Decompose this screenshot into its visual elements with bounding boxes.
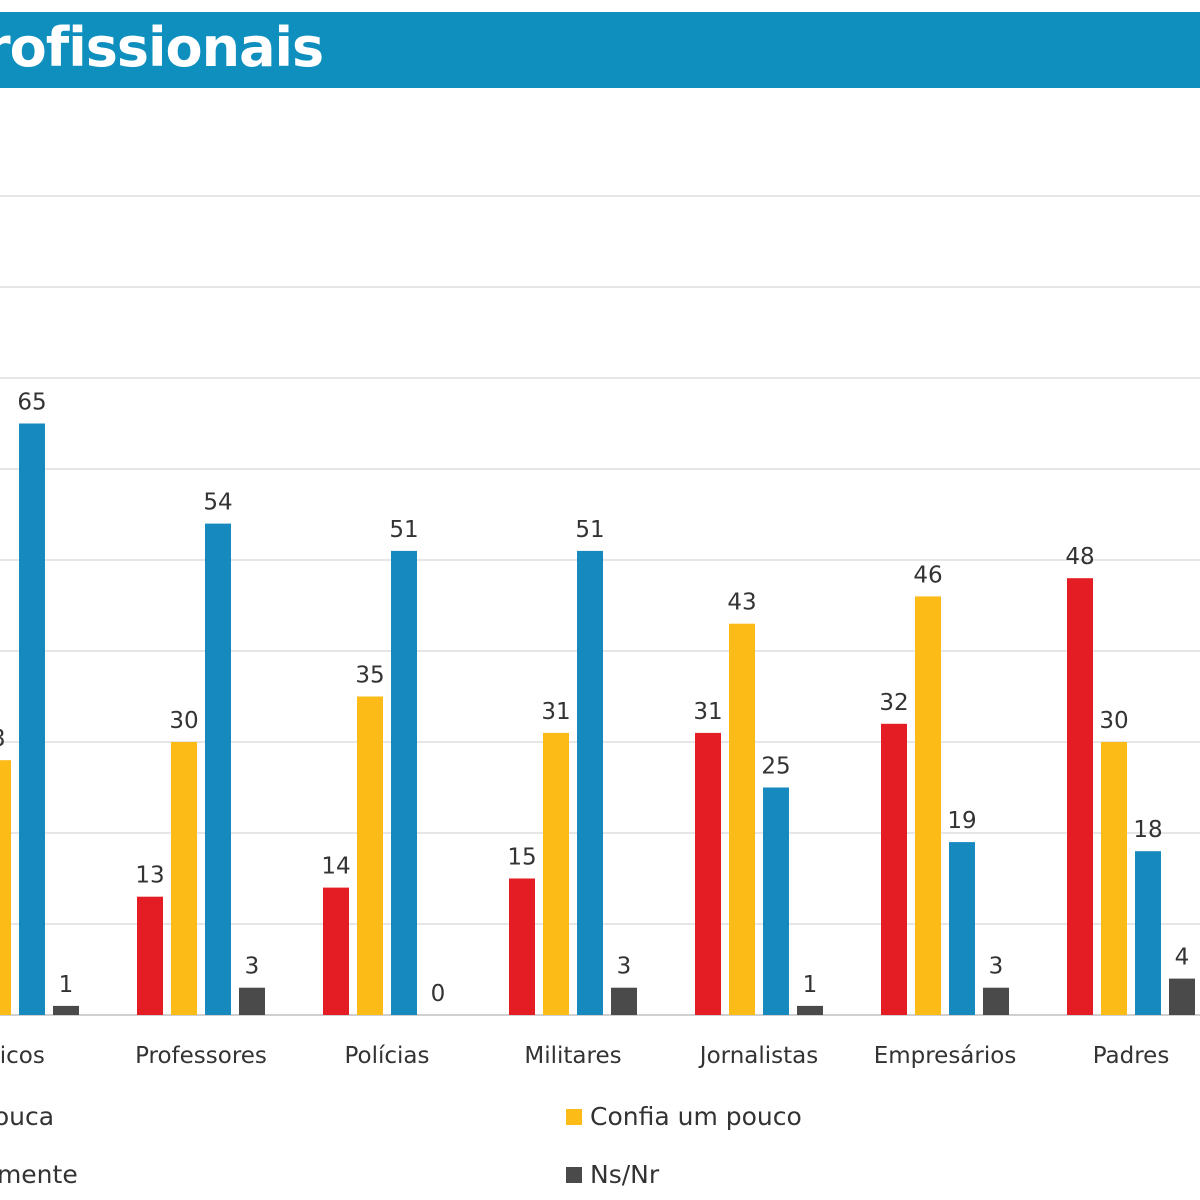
data-label: 13 <box>135 863 164 889</box>
legend-label: Ns/Nr <box>590 1160 660 1189</box>
category-labels: dicos Professores Polícias Militares Jornali… <box>0 1043 1169 1069</box>
bar <box>205 523 231 1015</box>
data-label: 14 <box>321 854 350 880</box>
bar <box>137 896 163 1015</box>
data-label: 65 <box>17 390 46 416</box>
bar <box>1101 742 1127 1015</box>
bar <box>391 550 417 1015</box>
data-label: 19 <box>947 808 976 834</box>
bar <box>323 887 349 1015</box>
category-label: Empresários <box>874 1043 1017 1069</box>
bar <box>1067 578 1093 1015</box>
data-label: 35 <box>355 663 384 689</box>
bar <box>729 623 755 1015</box>
legend-swatch <box>566 1167 582 1183</box>
data-label: 48 <box>1065 544 1094 570</box>
bar <box>171 742 197 1015</box>
data-label: 18 <box>1133 817 1162 843</box>
legend-label: lmente <box>0 1160 78 1189</box>
legend-swatch <box>566 1109 582 1125</box>
category-label: Padres <box>1093 1043 1170 1069</box>
data-label: 32 <box>879 690 908 716</box>
bar <box>797 1005 823 1015</box>
data-label: 31 <box>541 699 570 725</box>
data-label: 1 <box>803 972 818 998</box>
data-label: 51 <box>575 517 604 543</box>
category-label: Jornalistas <box>698 1043 818 1069</box>
bars <box>0 423 1195 1015</box>
category-label: dicos <box>0 1043 45 1069</box>
category-label: Polícias <box>344 1043 429 1069</box>
data-label: 0 <box>431 981 446 1007</box>
bar <box>763 787 789 1015</box>
legend-label: Confia um pouco <box>590 1102 802 1131</box>
data-label: 1 <box>59 972 74 998</box>
data-label: 54 <box>203 490 232 516</box>
bar <box>53 1005 79 1015</box>
data-label: 4 <box>1175 945 1190 971</box>
bar <box>915 596 941 1015</box>
data-label: 25 <box>761 754 790 780</box>
data-label: 30 <box>169 708 198 734</box>
bar <box>357 696 383 1015</box>
chart-title-bar: rofissionais <box>0 12 1200 88</box>
data-label: 51 <box>389 517 418 543</box>
bar <box>611 987 637 1015</box>
data-label: 3 <box>989 954 1004 980</box>
bar <box>577 550 603 1015</box>
bar <box>0 760 11 1015</box>
data-label: 43 <box>727 590 756 616</box>
bar <box>1135 851 1161 1015</box>
data-label: 8 <box>0 726 5 752</box>
data-label: 3 <box>245 954 260 980</box>
bar <box>19 423 45 1015</box>
bar <box>509 878 535 1015</box>
bar <box>695 732 721 1015</box>
bar <box>949 842 975 1015</box>
legend-label: pouca <box>0 1102 54 1131</box>
bar <box>1169 978 1195 1015</box>
data-labels: 8 65 1 13 30 54 3 14 35 51 0 15 31 51 3 31 43 25 1 32 46 19 3 4… <box>0 390 1189 1008</box>
data-label: 30 <box>1099 708 1128 734</box>
legend: pouca Confia um pouco lmente Ns/Nr <box>0 1102 802 1189</box>
bar <box>881 723 907 1015</box>
bar <box>983 987 1009 1015</box>
data-label: 15 <box>507 845 536 871</box>
bar <box>239 987 265 1015</box>
category-label: Professores <box>135 1043 267 1069</box>
data-label: 31 <box>693 699 722 725</box>
data-label: 46 <box>913 562 942 588</box>
chart-title: rofissionais <box>0 16 324 79</box>
bar <box>543 732 569 1015</box>
data-label: 3 <box>617 954 632 980</box>
category-label: Militares <box>524 1043 621 1069</box>
